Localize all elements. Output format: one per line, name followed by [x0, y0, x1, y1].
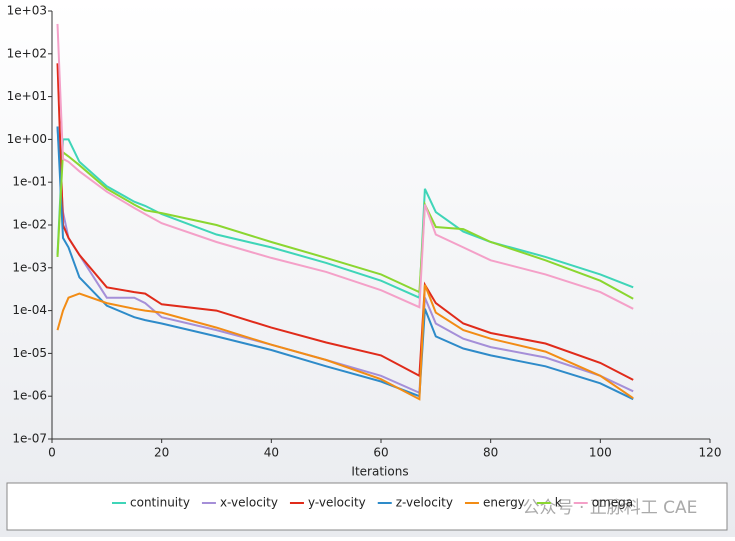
- x-tick-label: 60: [373, 446, 388, 460]
- y-tick-label: 1e-04: [12, 303, 47, 317]
- legend-label: x-velocity: [220, 496, 278, 510]
- y-tick-label: 1e-02: [12, 218, 47, 232]
- legend-label: z-velocity: [396, 496, 453, 510]
- legend-label: k: [555, 496, 562, 510]
- x-tick-label: 80: [483, 446, 498, 460]
- x-tick-label: 40: [264, 446, 279, 460]
- watermark: 公众号 · 正脉科工 CAE: [523, 498, 698, 518]
- x-tick-label: 0: [48, 446, 56, 460]
- x-tick-label: 20: [154, 446, 169, 460]
- y-tick-label: 1e-06: [12, 389, 47, 403]
- series-line: [56, 150, 634, 300]
- series-line: [56, 23, 634, 310]
- y-tick-label: 1e-07: [12, 432, 47, 446]
- y-tick-label: 1e+01: [7, 89, 47, 103]
- legend-label: continuity: [130, 496, 190, 510]
- y-tick-label: 1e+00: [7, 132, 47, 146]
- y-tick-label: 1e+02: [7, 46, 47, 60]
- legend-label: energy: [483, 496, 525, 510]
- series-line: [56, 63, 634, 381]
- x-tick-label: 100: [589, 446, 612, 460]
- legend-box: [6, 482, 728, 531]
- legend-label: y-velocity: [308, 496, 366, 510]
- legend-label: omega: [592, 496, 633, 510]
- y-tick-label: 1e-03: [12, 260, 47, 274]
- series-line: [56, 126, 634, 401]
- x-tick-label: 120: [699, 446, 722, 460]
- x-axis-label: Iterations: [351, 465, 408, 479]
- series-line: [56, 284, 634, 401]
- y-tick-label: 1e-05: [12, 346, 47, 360]
- y-tick-label: 1e-01: [12, 175, 47, 189]
- y-tick-label: 1e+03: [7, 4, 47, 18]
